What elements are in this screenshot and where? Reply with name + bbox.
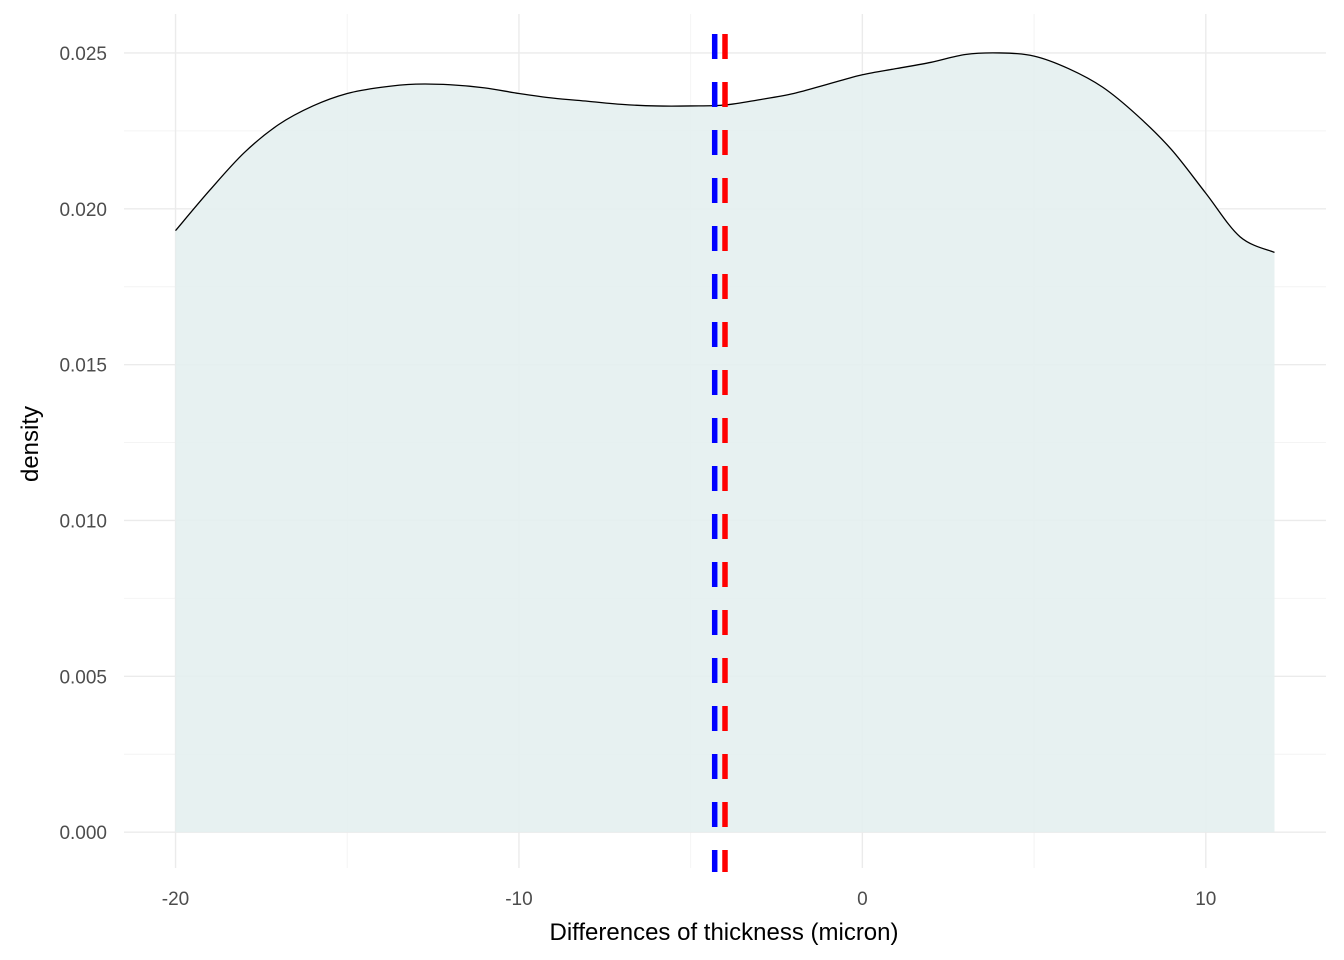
x-tick-label: 10 (1195, 889, 1216, 910)
y-tick-label: 0.025 (59, 44, 107, 65)
x-tick-label: -20 (162, 889, 189, 910)
x-tick-label: -10 (505, 889, 532, 910)
y-tick-label: 0.000 (59, 823, 107, 844)
y-tick-label: 0.005 (59, 667, 107, 688)
x-tick-label: 0 (857, 889, 868, 910)
y-tick-label: 0.015 (59, 356, 107, 377)
x-tick-labels: -20 -10 0 10 (162, 889, 1217, 910)
y-axis-title: density (17, 406, 44, 482)
y-tick-labels: 0.000 0.005 0.010 0.015 0.020 0.025 (59, 44, 107, 844)
x-axis-title: Differences of thickness (micron) (549, 919, 898, 946)
y-tick-label: 0.020 (59, 200, 107, 221)
y-tick-label: 0.010 (59, 511, 107, 532)
